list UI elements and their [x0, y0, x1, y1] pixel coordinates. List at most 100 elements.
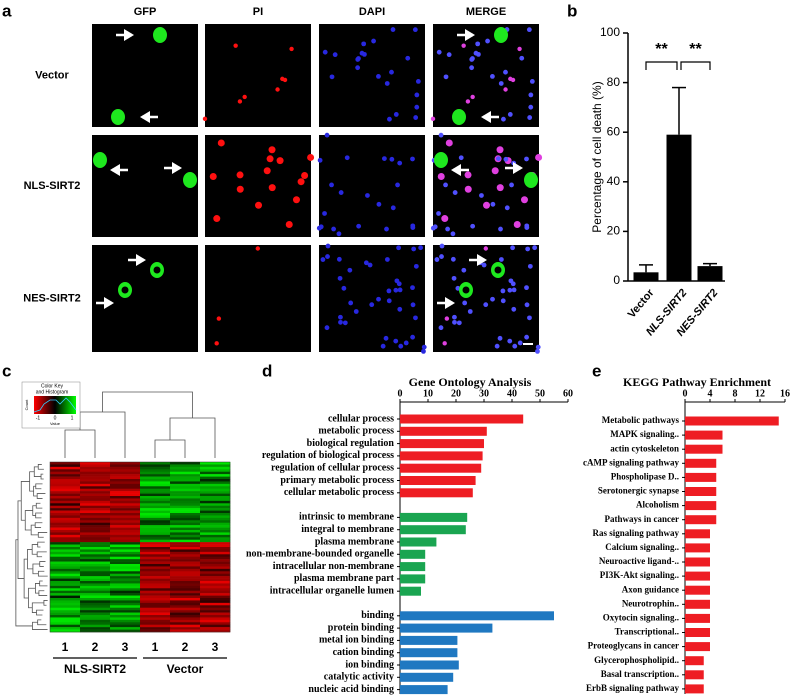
heatmap-cell: [50, 513, 81, 516]
heatmap-cell: [80, 605, 111, 609]
heatmap-cell: [140, 624, 171, 628]
bar: [400, 463, 482, 473]
cell: [496, 184, 504, 192]
cell: [214, 341, 219, 346]
heatmap-cell: [80, 503, 111, 507]
heatmap-cell: [170, 476, 201, 480]
heatmap-cell: [50, 510, 81, 514]
heatmap-cell: [170, 508, 201, 511]
heatmap-cell: [170, 551, 201, 555]
heatmap-cell: [200, 578, 231, 582]
heatmap-cell: [50, 581, 81, 584]
heatmap-cell: [50, 595, 81, 599]
cell: [458, 155, 464, 161]
bar: [400, 685, 448, 695]
heatmap-cell: [200, 539, 231, 543]
category-label: cation binding: [333, 647, 394, 658]
bar: [633, 272, 659, 281]
cell: [434, 257, 440, 262]
micrograph: [92, 245, 198, 352]
cell: [393, 112, 399, 117]
cell: [445, 226, 451, 232]
cell: [470, 223, 476, 229]
cell: [418, 245, 424, 251]
cell: [390, 27, 396, 32]
heatmap-cell: [170, 520, 201, 524]
category-label: catalytic activity: [324, 672, 394, 683]
cell: [479, 193, 484, 198]
heatmap-cell: [50, 491, 81, 494]
column-header: GFP: [134, 6, 157, 18]
x-tick-label: 0: [683, 388, 688, 399]
heatmap-cell: [200, 581, 231, 584]
cell: [529, 79, 535, 84]
heatmap-cell: [170, 566, 201, 570]
cell: [443, 74, 449, 80]
heatmap-cell: [200, 515, 231, 519]
heatmap-cell: [200, 510, 231, 514]
heatmap-cell: [140, 598, 171, 601]
bar: [666, 134, 692, 281]
column-header: PI: [253, 6, 263, 18]
heatmap-cell: [170, 610, 201, 613]
bar: [400, 635, 458, 645]
cell: [490, 296, 495, 302]
cell: [236, 171, 244, 179]
heatmap-cell: [170, 624, 201, 628]
cell: [268, 184, 276, 192]
heatmap-cell: [200, 476, 231, 480]
heatmap-cell: [140, 530, 171, 533]
heatmap-cell: [50, 576, 81, 579]
cell: [501, 116, 506, 122]
cell: [421, 344, 427, 350]
cell: [461, 43, 466, 48]
heatmap-cell: [140, 595, 171, 599]
heatmap-cell: [110, 471, 141, 475]
heatmap-cell: [50, 542, 81, 545]
cell: [503, 69, 508, 75]
cell: [461, 267, 467, 273]
heatmap-cell: [140, 527, 171, 531]
cell: [317, 157, 323, 163]
heatmap-cell: [80, 556, 111, 560]
bar: [685, 613, 710, 623]
heatmap-cell: [50, 627, 81, 630]
dendrogram: [34, 522, 43, 528]
heatmap-cell: [80, 539, 111, 543]
bar: [685, 501, 717, 511]
heatmap-cell: [170, 525, 201, 528]
gfp-cell: [524, 172, 538, 188]
heatmap-cell: [140, 568, 171, 572]
category-label: Proteoglycans in cancer: [588, 641, 679, 651]
cell: [410, 302, 416, 308]
heatmap-cell: [50, 622, 81, 626]
heatmap-cell: [200, 598, 231, 601]
heatmap-cell: [110, 481, 141, 485]
cell: [216, 316, 222, 321]
cell: [528, 104, 534, 110]
heatmap-cell: [50, 534, 81, 538]
heatmap-cell: [50, 469, 81, 473]
heatmap-cell: [80, 471, 111, 475]
heatmap-cell: [80, 515, 111, 519]
heatmap-cell: [200, 522, 231, 526]
cell: [307, 153, 315, 161]
heatmap-cell: [110, 527, 141, 531]
bar: [400, 525, 466, 535]
heatmap-cell: [50, 515, 81, 519]
heatmap-cell: [50, 493, 81, 497]
heatmap-cell: [110, 624, 141, 628]
heatmap-cell: [170, 595, 201, 599]
heatmap-cell: [200, 483, 231, 487]
cell: [318, 224, 324, 230]
arrow-head: [104, 297, 114, 309]
cell: [324, 325, 330, 331]
heatmap-cell: [200, 544, 231, 548]
heatmap-cell: [170, 498, 201, 502]
dendrogram: [20, 481, 30, 521]
heatmap-cell: [80, 466, 111, 470]
heatmap-cell: [140, 493, 171, 497]
heatmap-cell: [50, 600, 81, 604]
heatmap-cell: [50, 585, 81, 589]
heatmap-cell: [80, 547, 111, 550]
